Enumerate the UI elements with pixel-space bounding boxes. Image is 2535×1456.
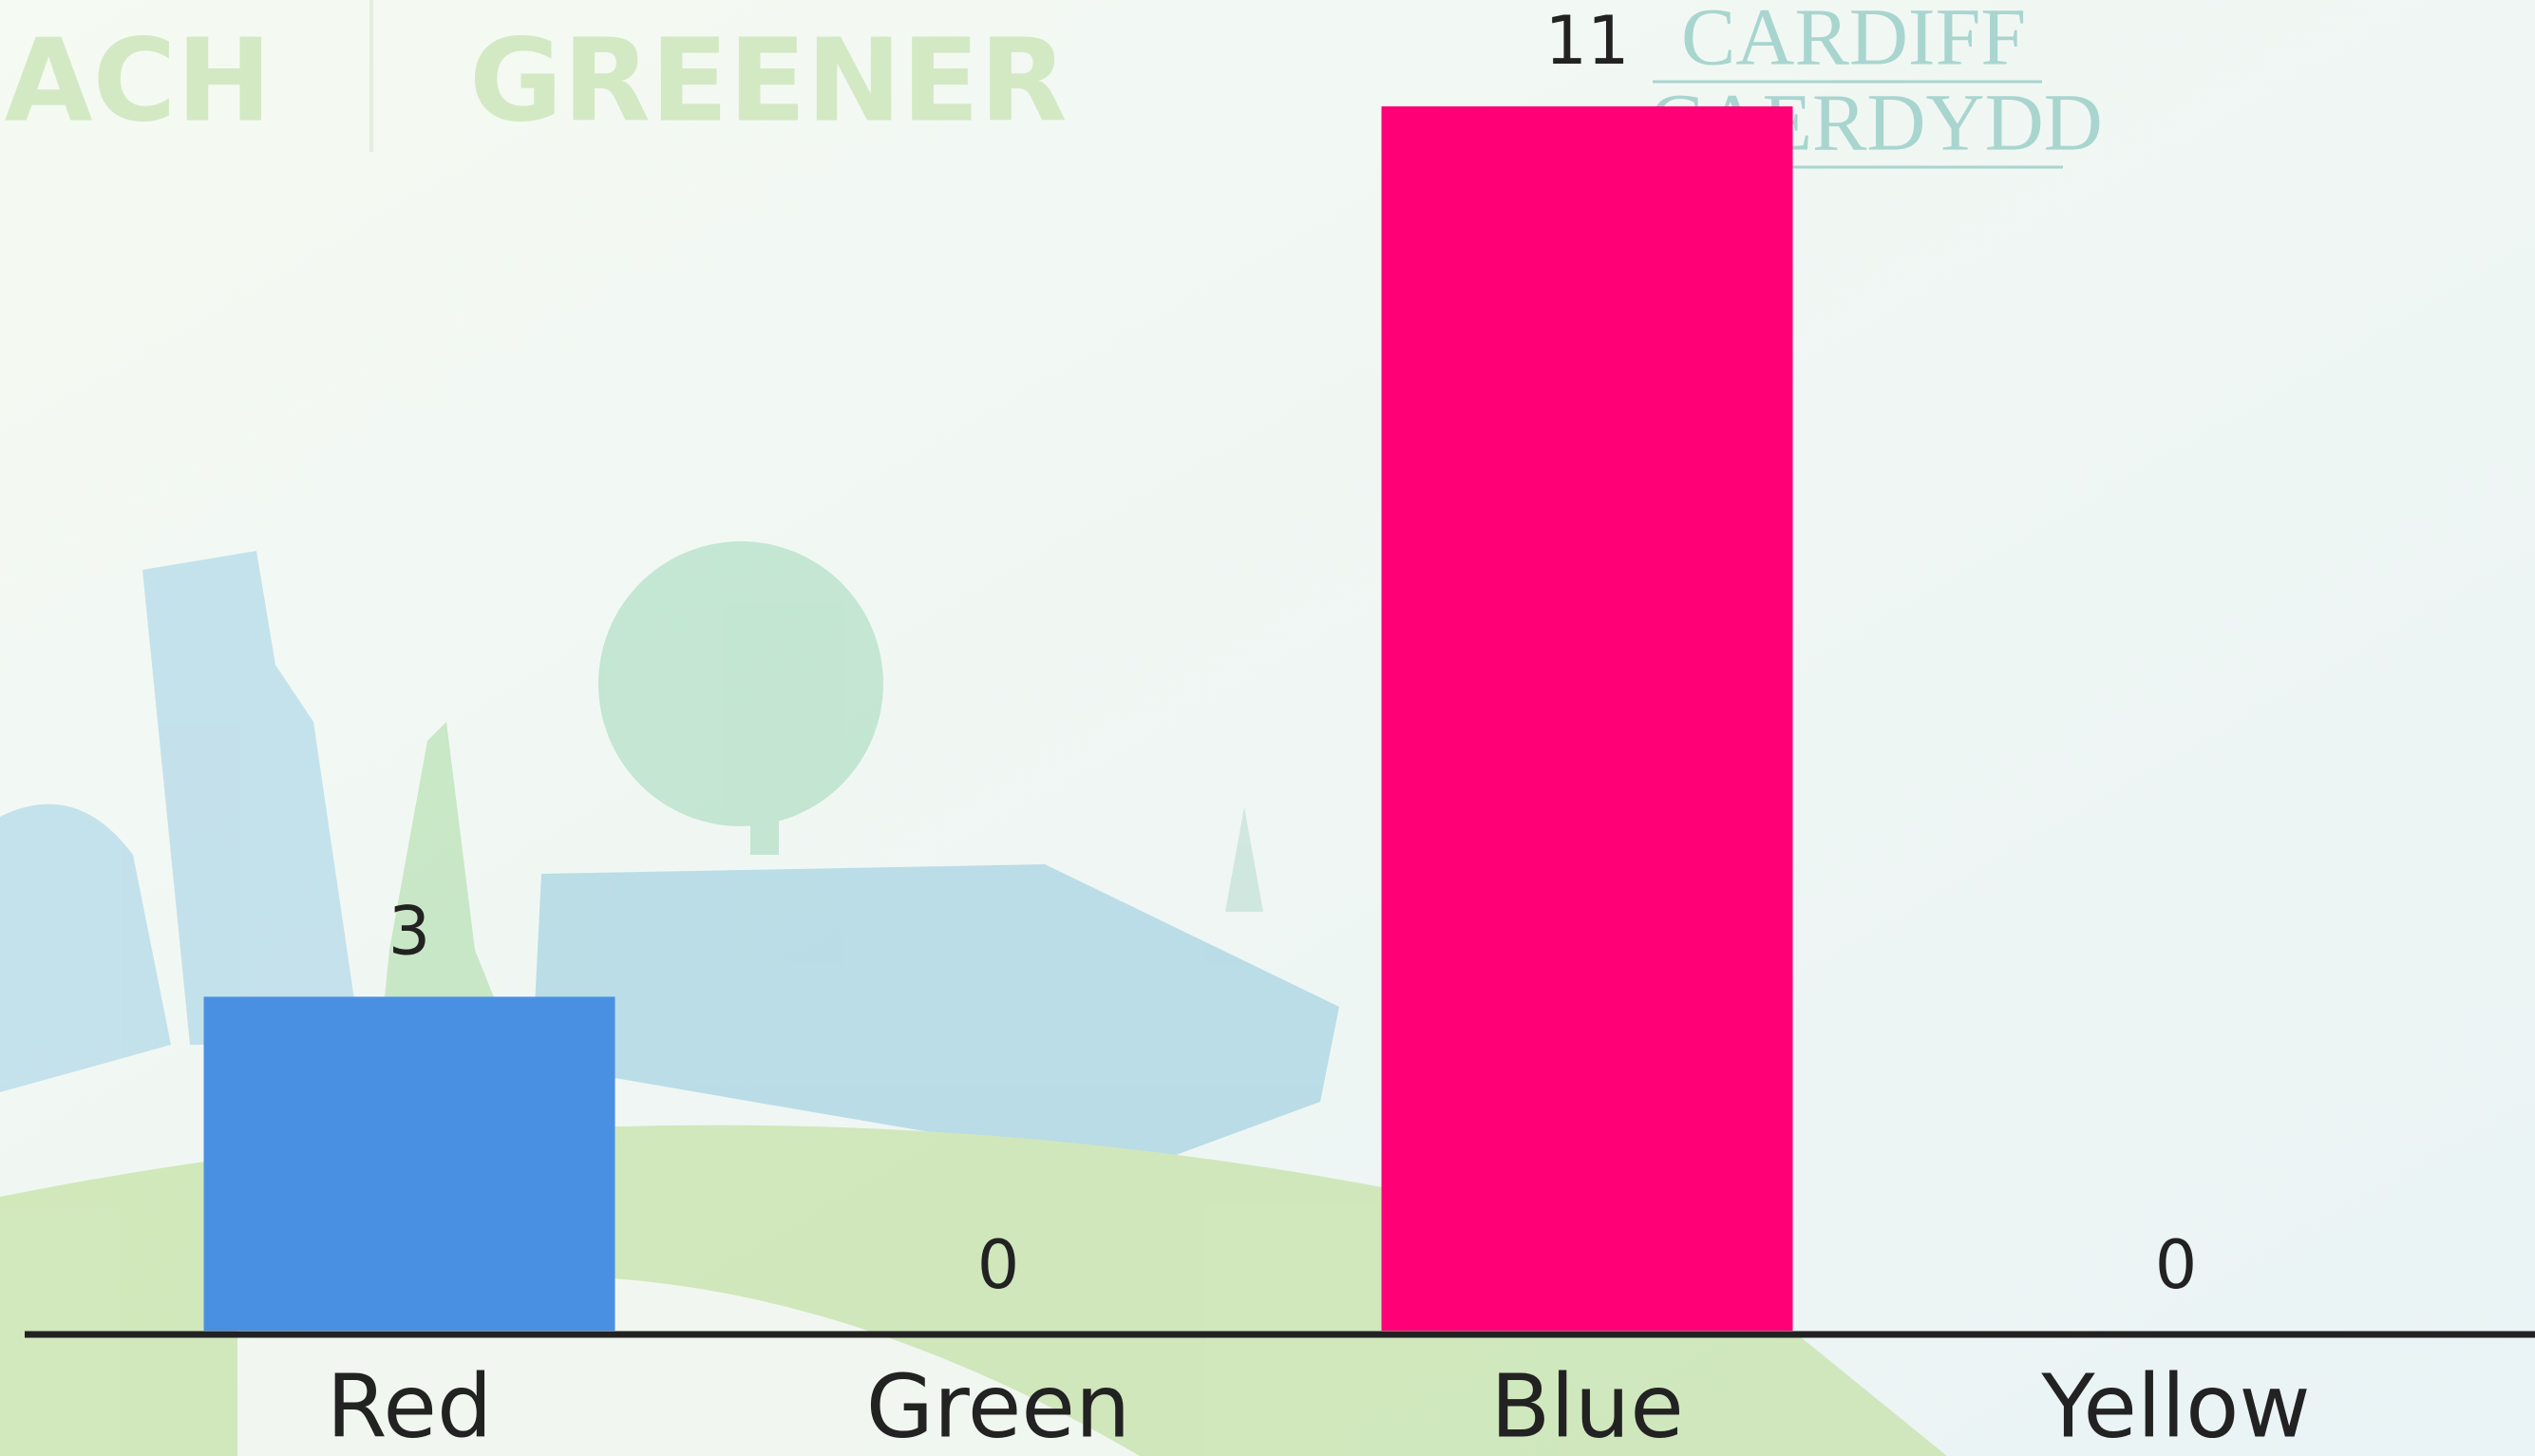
- value-label: 0: [2155, 1226, 2198, 1304]
- value-label: 0: [977, 1226, 1020, 1304]
- watermark-text: GREENER: [469, 16, 1068, 148]
- x-tick-label: Blue: [1490, 1355, 1684, 1456]
- value-label: 3: [388, 892, 431, 970]
- watermark-text: ACH: [5, 16, 272, 148]
- x-tick-label: Red: [327, 1355, 493, 1456]
- value-label: 11: [1544, 2, 1629, 80]
- x-tick-label: Yellow: [2040, 1355, 2310, 1456]
- bar: [1381, 106, 1793, 1331]
- watermark-text: CARDIFF: [1681, 0, 2026, 83]
- bar: [203, 996, 615, 1331]
- x-tick-label: Green: [866, 1355, 1131, 1456]
